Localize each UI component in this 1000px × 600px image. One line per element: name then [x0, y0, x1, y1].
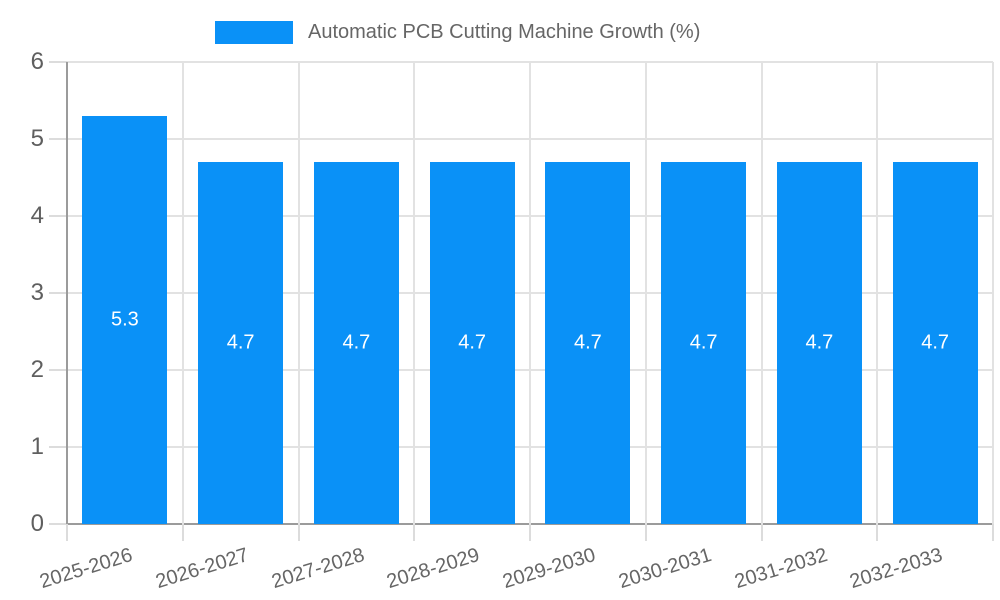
x-tick-label: 2032-2033: [847, 544, 946, 594]
x-tick-mark: [529, 524, 531, 541]
chart-legend[interactable]: Automatic PCB Cutting Machine Growth (%): [215, 21, 700, 44]
legend-swatch: [215, 21, 293, 44]
x-tick-label: 2027-2028: [268, 544, 367, 594]
y-tick-label: 5: [30, 125, 44, 152]
bar-2030-2031[interactable]: [661, 162, 747, 524]
x-tick-mark: [644, 524, 647, 541]
bar-value-label: 5.3: [110, 308, 139, 331]
x-tick-label: 2029-2030: [500, 544, 599, 594]
y-tick-mark: [49, 61, 67, 63]
x-gridline: [876, 62, 879, 524]
bar-value-label: 4.7: [342, 331, 371, 354]
x-gridline: [413, 62, 416, 524]
bar-value-label: 4.7: [458, 331, 487, 354]
y-tick-mark: [49, 369, 67, 371]
bar-value-label: 4.7: [226, 331, 255, 354]
bar-value-label: 4.7: [805, 331, 834, 354]
x-tick-mark: [181, 524, 184, 541]
bar-2025-2026[interactable]: [82, 115, 168, 524]
x-tick-label: 2028-2029: [384, 544, 483, 594]
x-tick-label: 2026-2027: [153, 544, 252, 594]
x-tick-label: 2031-2032: [731, 544, 830, 594]
y-tick-label: 3: [30, 279, 44, 306]
x-gridline: [760, 62, 763, 524]
y-tick-label: 0: [30, 510, 44, 537]
bar-2028-2029[interactable]: [429, 162, 515, 524]
x-gridline: [644, 62, 647, 524]
x-tick-mark: [297, 524, 300, 541]
y-tick-label: 2: [30, 356, 44, 383]
legend-title: Automatic PCB Cutting Machine Growth (%): [308, 21, 701, 43]
y-tick-label: 4: [30, 202, 44, 229]
bar-value-label: 4.7: [689, 331, 718, 354]
x-gridline: [181, 62, 184, 524]
x-tick-mark: [992, 524, 994, 541]
y-tick-mark: [49, 138, 67, 140]
y-tick-mark: [49, 292, 67, 294]
bar-2029-2030[interactable]: [545, 162, 631, 524]
y-tick-label: 6: [30, 48, 44, 75]
y-axis-line: [66, 62, 68, 524]
bar-value-label: 4.7: [573, 331, 602, 354]
x-tick-label: 2030-2031: [616, 544, 715, 594]
bar-2031-2032[interactable]: [776, 162, 862, 524]
y-tick-mark: [49, 215, 67, 217]
x-tick-mark: [413, 524, 416, 541]
x-tick-label: 2025-2026: [37, 544, 136, 594]
bar-value-label: 4.7: [921, 331, 950, 354]
x-gridline: [297, 62, 300, 524]
y-tick-mark: [49, 446, 67, 448]
bar-2027-2028[interactable]: [313, 162, 399, 524]
y-tick-mark: [49, 523, 67, 525]
x-tick-mark: [760, 524, 763, 541]
x-gridline: [529, 62, 531, 524]
x-tick-mark: [66, 524, 68, 541]
bar-2032-2033[interactable]: [892, 162, 978, 524]
y-tick-label: 1: [30, 433, 44, 460]
x-tick-mark: [876, 524, 879, 541]
x-gridline: [992, 62, 994, 524]
bar-2026-2027[interactable]: [198, 162, 284, 524]
